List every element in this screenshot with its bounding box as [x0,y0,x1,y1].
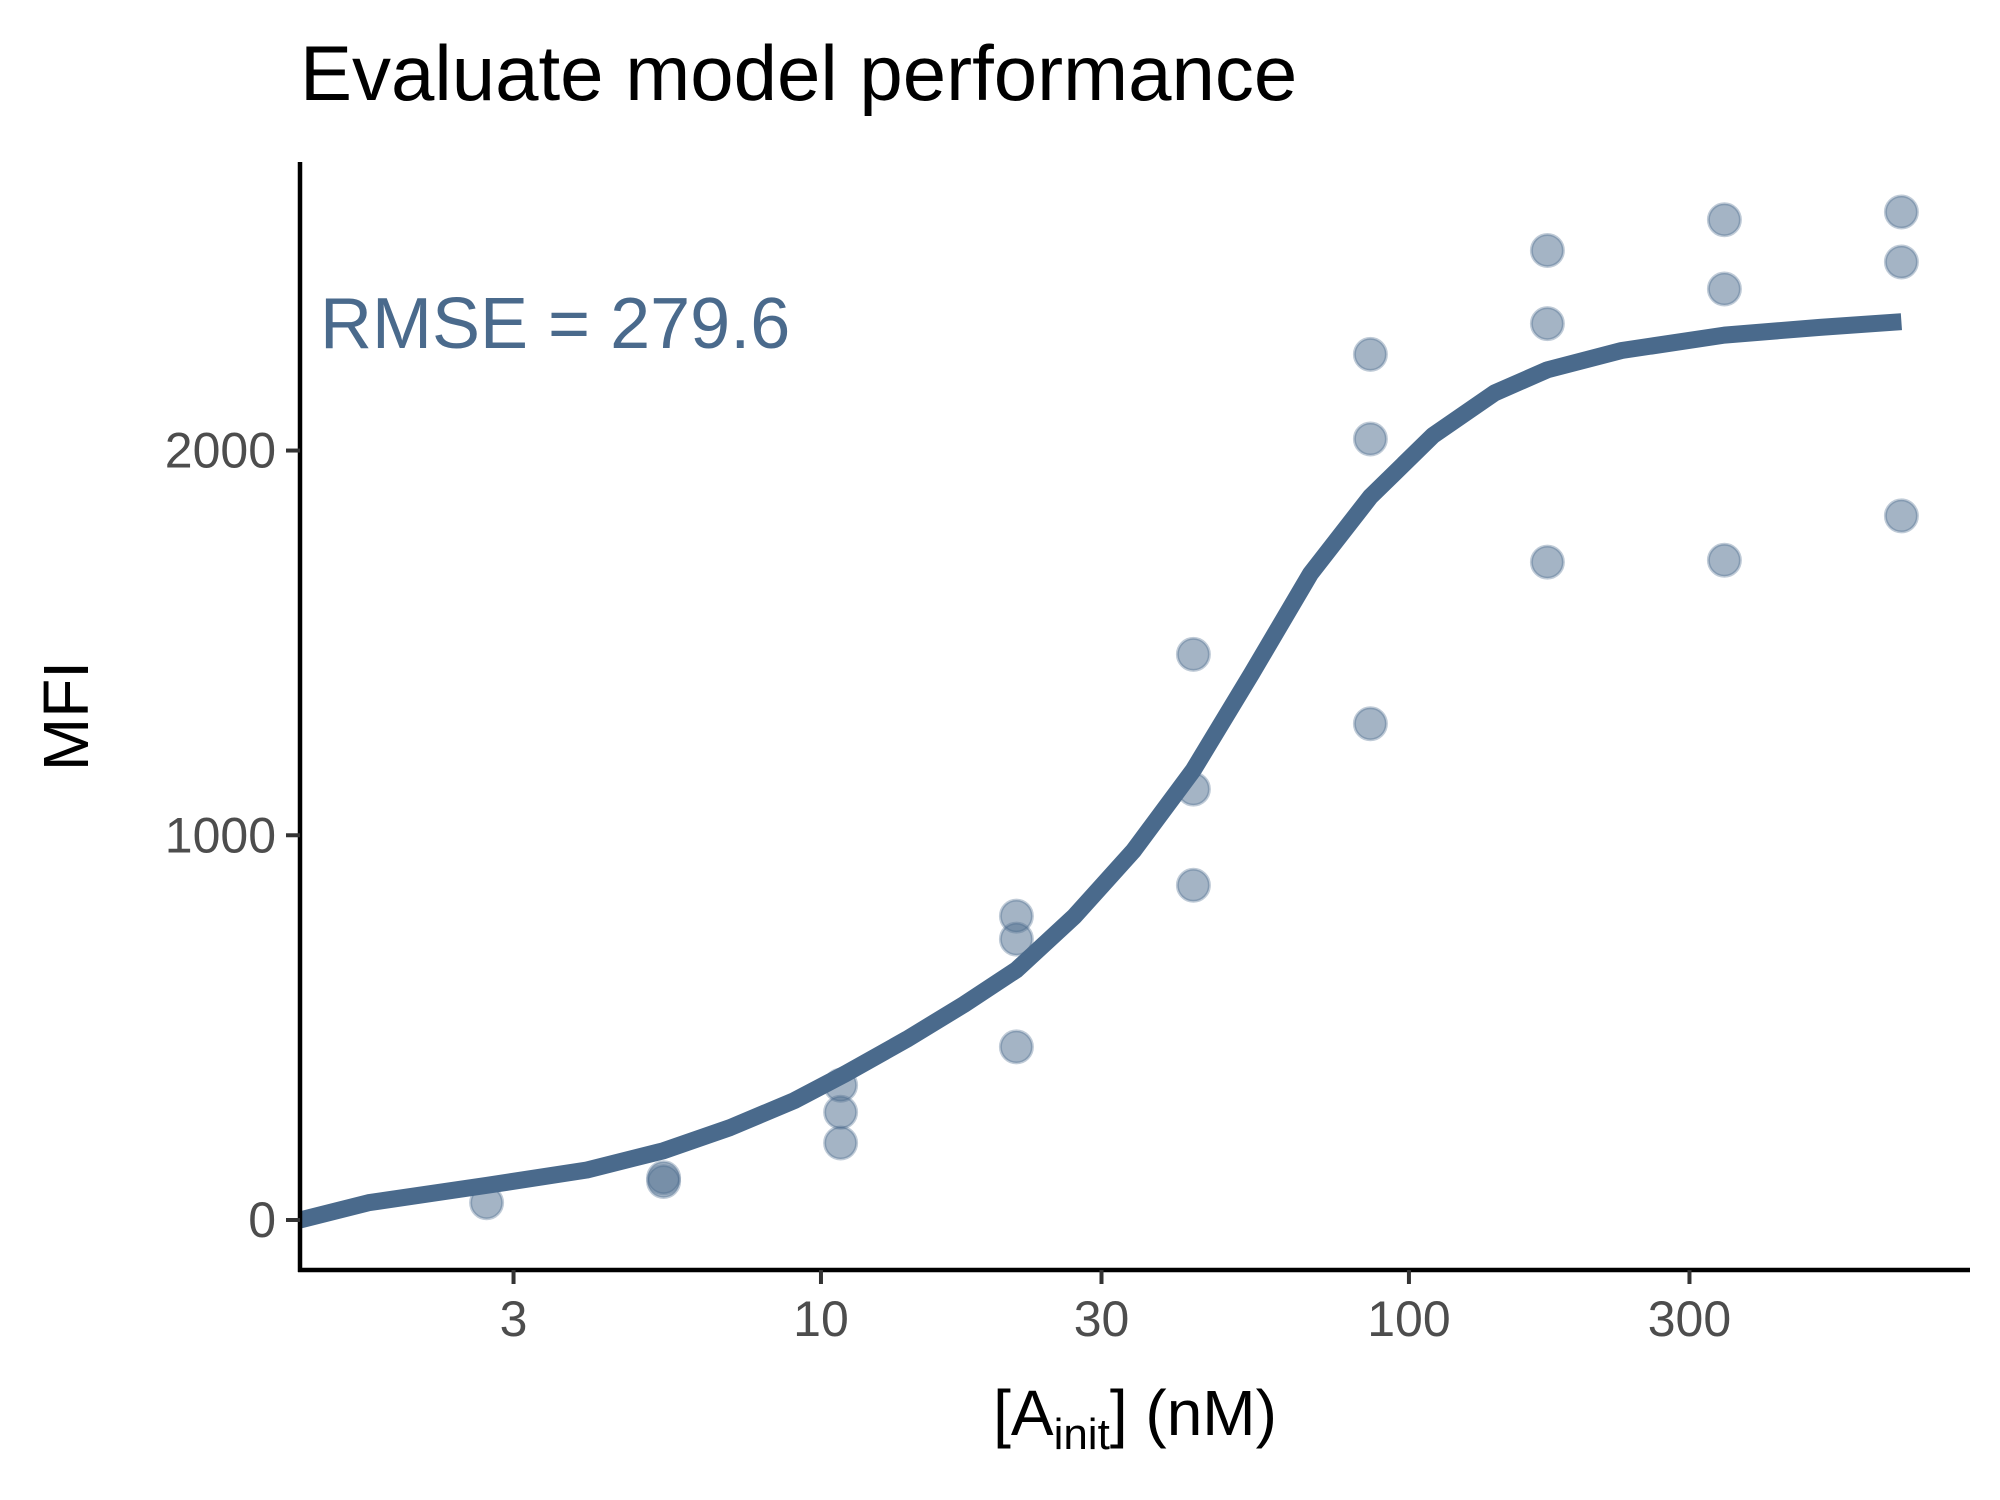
data-point [1883,498,1919,534]
y-axis-ticks: 0 1000 2000 [165,423,300,1248]
data-point [1352,336,1388,372]
data-point [1706,542,1742,578]
y-tick-label: 2000 [165,423,276,479]
y-tick-label: 0 [248,1192,276,1248]
x-tick-label: 3 [500,1291,528,1347]
data-point [1706,202,1742,238]
data-point [1352,706,1388,742]
chart-title: Evaluate model performance [300,29,1297,117]
plot-marks [297,194,1919,1229]
fit-curve-line [297,313,1902,1229]
y-tick-label: 1000 [165,807,276,863]
data-point [1529,233,1565,268]
rmse-annotation: RMSE = 279.6 [320,284,790,364]
data-point [1883,244,1919,280]
data-point [1529,306,1565,342]
x-tick-label: 100 [1367,1291,1450,1347]
x-tick-label: 300 [1648,1291,1731,1347]
x-axis-label-subscript: init [1054,1410,1110,1459]
data-point [1883,194,1919,230]
x-axis-label-suffix: ] (nM) [1110,1377,1277,1449]
x-tick-label: 30 [1074,1291,1130,1347]
data-point [823,1125,859,1161]
x-axis-ticks: 3 10 30 100 300 [500,1270,1731,1347]
data-point [1175,867,1211,903]
data-point [1352,421,1388,457]
y-axis-label: MFI [30,661,102,771]
data-point [646,1160,682,1196]
data-point [1706,271,1742,307]
x-tick-label: 10 [793,1291,849,1347]
data-point [1529,544,1565,580]
data-point [998,898,1034,934]
x-axis-label-main: [A [993,1377,1054,1449]
data-point [998,1029,1034,1065]
x-axis-label: [Ainit] (nM) [993,1377,1277,1459]
data-point [1175,636,1211,672]
